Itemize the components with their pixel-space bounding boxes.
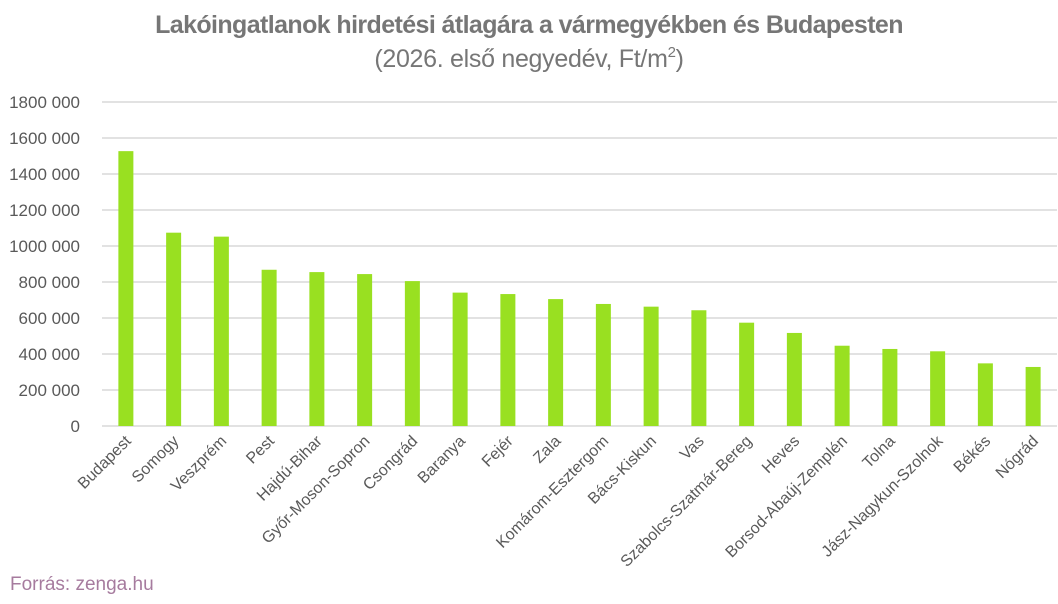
y-tick-label: 1200 000 xyxy=(9,201,80,220)
bar xyxy=(261,269,277,426)
bar xyxy=(1025,366,1041,426)
bar xyxy=(691,310,707,426)
subtitle-text: (2026. első negyedév, Ft/m xyxy=(374,45,668,73)
bar xyxy=(452,292,468,426)
subtitle-close: ) xyxy=(675,45,684,73)
x-tick-label: Budapest xyxy=(75,432,135,492)
y-tick-label: 1400 000 xyxy=(9,165,80,184)
x-tick-label: Békés xyxy=(951,433,994,476)
subtitle-superscript: 2 xyxy=(667,44,676,61)
bar xyxy=(882,348,898,426)
chart-subtitle: (2026. első negyedév, Ft/m2) xyxy=(0,45,1058,74)
x-tick-label: Vas xyxy=(677,433,708,464)
x-tick-label: Pest xyxy=(243,432,278,467)
bar xyxy=(500,294,516,426)
x-tick-label: Nógrád xyxy=(993,433,1042,482)
y-tick-label: 600 000 xyxy=(19,309,80,328)
bar xyxy=(357,274,373,426)
y-tick-label: 0 xyxy=(71,417,80,436)
bar xyxy=(166,232,182,426)
y-tick-label: 1600 000 xyxy=(9,129,80,148)
y-axis-labels: 0 200 000 400 000 600 000 800 000 1000 000 120… xyxy=(9,93,80,436)
bar xyxy=(930,351,946,426)
x-tick-label: Tolna xyxy=(860,433,899,472)
bar xyxy=(548,299,564,426)
y-tick-label: 200 000 xyxy=(19,381,80,400)
bar xyxy=(213,236,229,426)
bar xyxy=(739,322,755,426)
bar xyxy=(643,306,659,426)
y-tick-label: 1800 000 xyxy=(9,93,80,112)
bar xyxy=(977,363,993,426)
bars xyxy=(118,151,1041,426)
y-tick-label: 400 000 xyxy=(19,345,80,364)
x-tick-label: Fejér xyxy=(479,432,517,470)
y-tick-label: 1000 000 xyxy=(9,237,80,256)
bar xyxy=(118,151,134,426)
bar xyxy=(834,345,850,426)
chart-title: Lakóingatlanok hirdetési átlagára a várm… xyxy=(155,11,903,39)
x-tick-label: Heves xyxy=(759,433,803,477)
gridlines xyxy=(102,101,1057,427)
source-note: Forrás: zenga.hu xyxy=(10,574,154,595)
bar xyxy=(595,303,611,426)
bar xyxy=(309,272,325,426)
bar xyxy=(786,332,802,426)
bar xyxy=(404,281,420,426)
x-tick-label: Zala xyxy=(530,433,564,467)
x-tick-label: Baranya xyxy=(415,433,469,487)
y-tick-label: 800 000 xyxy=(19,273,80,292)
